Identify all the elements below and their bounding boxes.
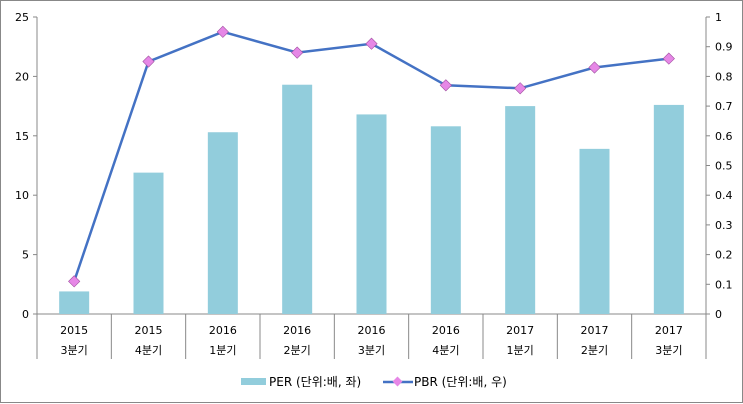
per-bar	[207, 132, 238, 314]
per-bar	[505, 106, 536, 314]
right-tick-label: 0.8	[715, 70, 733, 83]
per-bar	[356, 114, 387, 314]
x-tick-quarter: 2분기	[581, 344, 608, 357]
right-tick-label: 0.2	[715, 249, 733, 262]
left-tick-label: 10	[15, 189, 29, 202]
x-tick-year: 2016	[209, 324, 237, 337]
left-tick-label: 25	[15, 11, 29, 24]
x-tick-quarter: 2분기	[284, 344, 311, 357]
x-tick-quarter: 1분기	[209, 344, 236, 357]
pbr-marker	[68, 275, 81, 288]
x-tick-year: 2015	[60, 324, 88, 337]
pbr-marker	[365, 37, 378, 50]
x-tick-quarter: 4분기	[135, 344, 162, 357]
pbr-marker	[291, 46, 304, 59]
x-tick-quarter: 3분기	[358, 344, 385, 357]
right-tick-label: 0	[715, 308, 722, 321]
x-tick-year: 2017	[581, 324, 609, 337]
legend-per-swatch	[241, 378, 266, 385]
x-tick-year: 2016	[283, 324, 311, 337]
left-tick-label: 0	[22, 308, 29, 321]
legend-pbr-label: PBR (단위:배, 우)	[414, 375, 507, 389]
per-bar	[653, 104, 684, 314]
left-tick-label: 20	[15, 70, 29, 83]
legend-pbr-marker	[392, 376, 403, 387]
x-tick-quarter: 4분기	[432, 344, 459, 357]
pbr-marker	[439, 79, 452, 92]
x-tick-year: 2015	[135, 324, 163, 337]
right-tick-label: 0.6	[715, 130, 733, 143]
pbr-marker	[142, 55, 155, 68]
per-bar	[133, 172, 164, 314]
x-tick-quarter: 1분기	[507, 344, 534, 357]
right-tick-label: 1	[715, 11, 722, 24]
x-tick-year: 2017	[506, 324, 534, 337]
right-tick-label: 0.3	[715, 219, 733, 232]
per-bar	[430, 126, 461, 315]
per-bar	[282, 84, 313, 314]
right-tick-label: 0.1	[715, 278, 733, 291]
right-tick-label: 0.5	[715, 160, 733, 173]
right-tick-label: 0.9	[715, 41, 733, 54]
pbr-marker	[588, 61, 601, 74]
x-tick-year: 2016	[358, 324, 386, 337]
pbr-marker	[216, 25, 229, 38]
x-tick-quarter: 3분기	[655, 344, 682, 357]
legend-per-label: PER (단위:배, 좌)	[269, 375, 361, 389]
x-tick-year: 2016	[432, 324, 460, 337]
pbr-marker	[514, 82, 527, 95]
right-tick-label: 0.4	[715, 189, 733, 202]
x-tick-year: 2017	[655, 324, 683, 337]
per-bar	[59, 291, 90, 314]
left-tick-label: 15	[15, 130, 29, 143]
right-tick-label: 0.7	[715, 100, 733, 113]
per-bar	[579, 148, 610, 314]
x-tick-quarter: 3분기	[61, 344, 88, 357]
pbr-marker	[662, 52, 675, 65]
left-tick-label: 5	[22, 249, 29, 262]
